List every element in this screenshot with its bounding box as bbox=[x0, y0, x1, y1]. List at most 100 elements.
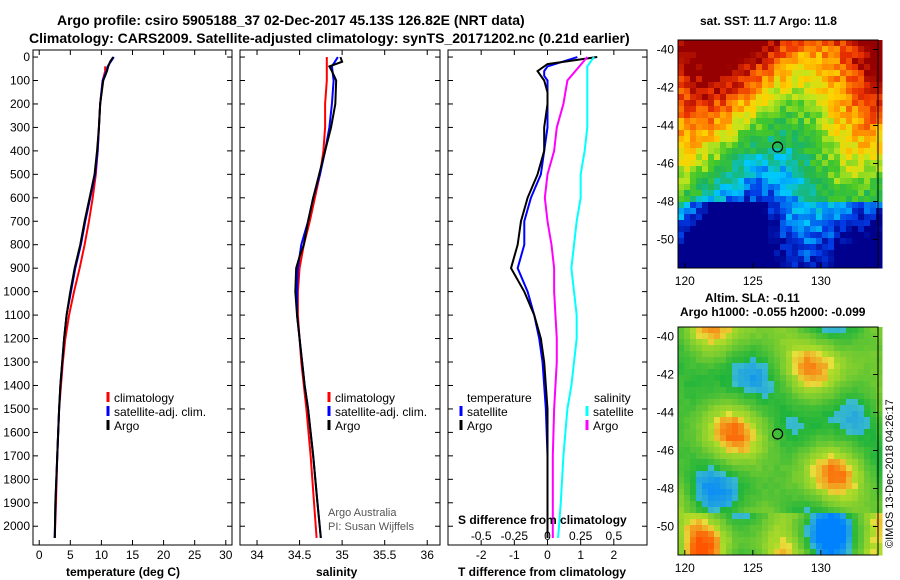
sst_map-cell bbox=[858, 196, 865, 203]
sst_map-cell bbox=[846, 136, 853, 143]
sst_map-cell bbox=[774, 148, 781, 155]
sst_map-cell bbox=[708, 58, 715, 65]
sla_map-cell bbox=[762, 549, 769, 556]
sla_map-cell bbox=[702, 501, 709, 508]
sst_map-cell bbox=[714, 166, 721, 173]
sla_map-cell bbox=[846, 351, 853, 358]
sst_map-cell bbox=[726, 52, 733, 59]
sst_map-cell bbox=[852, 52, 859, 59]
sst_map-cell bbox=[720, 226, 727, 233]
sla_map-cell bbox=[738, 453, 745, 460]
sst_map-cell bbox=[798, 196, 805, 203]
sst_map-cell bbox=[840, 100, 847, 107]
sst_map-cell bbox=[720, 142, 727, 149]
sla_map-cell bbox=[810, 495, 817, 502]
sst_map-cell bbox=[780, 172, 787, 179]
sst_map-cell bbox=[834, 178, 841, 185]
sst_map-cell bbox=[858, 118, 865, 125]
sla_map-cell bbox=[810, 393, 817, 400]
sla_map-cell bbox=[750, 447, 757, 454]
sst_map-cell bbox=[732, 262, 739, 269]
sla_map-cell bbox=[738, 519, 745, 526]
sst_map-cell bbox=[720, 154, 727, 161]
sla_map-cell bbox=[684, 345, 691, 352]
sst_map-cell bbox=[690, 46, 697, 53]
sla_map-cell bbox=[828, 447, 835, 454]
sst_map-cell bbox=[690, 226, 697, 233]
sst_map-cell bbox=[744, 214, 751, 221]
sst_map-cell bbox=[792, 166, 799, 173]
sst_map-cell bbox=[714, 154, 721, 161]
sst_map-cell bbox=[846, 154, 853, 161]
sla_map-cell bbox=[678, 417, 685, 424]
sst_map-cell bbox=[858, 262, 865, 269]
sst_map-cell bbox=[720, 208, 727, 215]
sst_map-cell bbox=[708, 64, 715, 71]
temperature-panel-xtick-label: 25 bbox=[188, 548, 202, 562]
sst_map-cell bbox=[750, 52, 757, 59]
sst_map-cell bbox=[714, 202, 721, 209]
sst_map-cell bbox=[750, 100, 757, 107]
sla_map-cell bbox=[762, 375, 769, 382]
sst_map-cell bbox=[738, 154, 745, 161]
sst_map-cell bbox=[810, 256, 817, 263]
sst_map-cell bbox=[744, 82, 751, 89]
sla_map-cell bbox=[750, 417, 757, 424]
sla_map-cell bbox=[690, 483, 697, 490]
sst_map-cell bbox=[678, 112, 685, 119]
sst_map-cell bbox=[804, 76, 811, 83]
sst_map-cell bbox=[738, 166, 745, 173]
sst_map-cell bbox=[852, 112, 859, 119]
sla_map-cell bbox=[720, 345, 727, 352]
sst_map-cell bbox=[822, 208, 829, 215]
sla_map-cell bbox=[684, 351, 691, 358]
sst_map-cell bbox=[738, 46, 745, 53]
sla_map-cell bbox=[846, 393, 853, 400]
sst_map-cell bbox=[792, 148, 799, 155]
sst_map-cell bbox=[702, 100, 709, 107]
sla_map-cell bbox=[840, 531, 847, 538]
sst_map-cell bbox=[750, 256, 757, 263]
sla_map-cell bbox=[750, 507, 757, 514]
sst_map-cell bbox=[756, 250, 763, 257]
sla_map-cell bbox=[690, 531, 697, 538]
sst_map-cell bbox=[852, 178, 859, 185]
sst_map-cell bbox=[714, 244, 721, 251]
sla_map-cell bbox=[870, 525, 877, 532]
depth-tick-label: 300 bbox=[10, 120, 30, 134]
sst_map-cell bbox=[684, 256, 691, 263]
sst_map-cell bbox=[876, 172, 883, 179]
sla_map-cell bbox=[846, 429, 853, 436]
sla_map-cell bbox=[774, 483, 781, 490]
sla_map-cell bbox=[762, 489, 769, 496]
sla_map-cell bbox=[816, 351, 823, 358]
sst_map-cell bbox=[870, 112, 877, 119]
sst_map-ytick-label: -46 bbox=[657, 157, 675, 171]
sst_map-cell bbox=[696, 70, 703, 77]
sla_map-cell bbox=[732, 483, 739, 490]
sst_map-cell bbox=[780, 262, 787, 269]
sla_map-cell bbox=[696, 351, 703, 358]
sst_map-cell bbox=[702, 46, 709, 53]
sla_map-cell bbox=[828, 411, 835, 418]
sla_map-cell bbox=[702, 507, 709, 514]
sla_map-cell bbox=[786, 369, 793, 376]
sst_map-cell bbox=[852, 166, 859, 173]
sst_map-cell bbox=[852, 46, 859, 53]
sla_map-cell bbox=[786, 363, 793, 370]
sst_map-cell bbox=[840, 46, 847, 53]
sst_map-cell bbox=[762, 220, 769, 227]
sla_map-cell bbox=[708, 489, 715, 496]
sst_map-cell bbox=[744, 256, 751, 263]
sst_map-cell bbox=[858, 202, 865, 209]
sst_map-cell bbox=[756, 226, 763, 233]
sla_map-cell bbox=[804, 549, 811, 556]
sla_map-cell bbox=[852, 447, 859, 454]
sla_map-cell bbox=[774, 369, 781, 376]
sla_map-cell bbox=[714, 465, 721, 472]
sla_map-cell bbox=[798, 369, 805, 376]
sst_map-cell bbox=[744, 262, 751, 269]
sla_map-cell bbox=[816, 393, 823, 400]
depth-tick-label: 800 bbox=[10, 238, 30, 252]
sla_map-cell bbox=[726, 345, 733, 352]
